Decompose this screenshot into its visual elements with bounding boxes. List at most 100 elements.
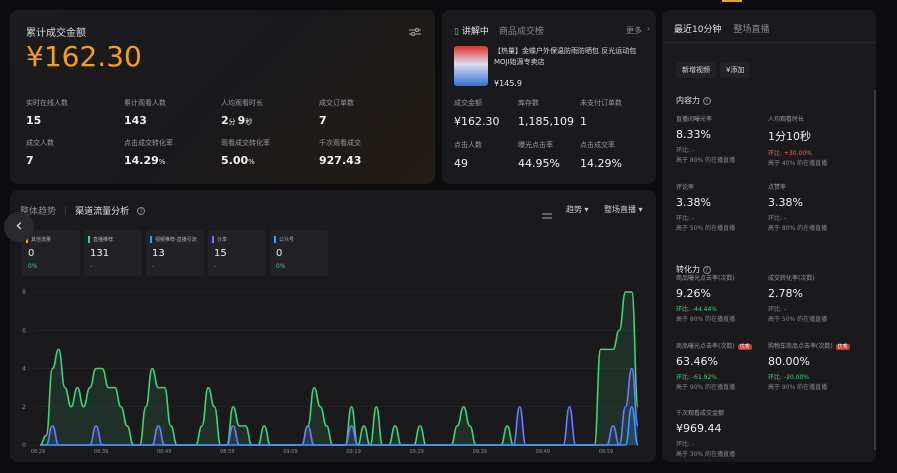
filter-icon[interactable] xyxy=(542,205,552,224)
metric-value: 3.38% xyxy=(676,196,711,209)
metric-value: 9.26% xyxy=(676,287,711,300)
metric-unit: 分 xyxy=(228,118,236,126)
metric-label: 成交转化率(次数) xyxy=(768,273,860,282)
metric-cell: 成交转化率(次数) 2.78% 环比: - 高于 50% 的在播直播 xyxy=(768,273,860,323)
metric-label: 累计观看人数 xyxy=(124,99,166,107)
tab-channel-analysis[interactable]: 渠道流量分析 xyxy=(75,207,130,217)
metric-label-text: 商品曝光点击率(次数) xyxy=(676,275,735,282)
metric-label-text: 评论率 xyxy=(676,184,695,191)
tab-overall-trend[interactable]: 整体趋势 xyxy=(20,207,57,217)
product-price: ¥145.9 xyxy=(494,79,522,88)
metric-label-text: 千次观看成交金额 xyxy=(676,410,725,417)
product-metric: 点击人数 49 xyxy=(454,140,482,170)
info-icon: ? xyxy=(702,266,711,274)
x-tick-label: 09:49 xyxy=(536,449,550,455)
summary-metric: 千次观看成交 927.43 xyxy=(319,138,361,167)
product-tag: 【热量】 xyxy=(494,47,522,55)
add-button[interactable]: ¥添加 xyxy=(720,62,751,78)
summary-metric: 实时在线人数 15 xyxy=(26,98,68,127)
more-chevron-icon: › xyxy=(646,24,650,33)
trend-dropdown[interactable]: 趋势 ▾ xyxy=(566,205,589,214)
metric-number: 927.43 xyxy=(319,154,362,167)
info-icon: ? xyxy=(702,97,711,105)
channel-name: 公众号 xyxy=(279,237,295,243)
series-1-area xyxy=(40,368,638,445)
metric-value: 1 xyxy=(580,115,587,128)
channel-value: 0 xyxy=(28,248,35,259)
summary-amount: ¥162.30 xyxy=(26,40,142,73)
metric-label: 成交金额 xyxy=(454,99,482,107)
metric-value: 63.46% xyxy=(676,355,718,368)
metric-label-text: 人均观看时长 xyxy=(768,116,805,123)
y-tick-label: 4 xyxy=(22,366,26,373)
metric-value: 5.00% xyxy=(221,154,270,167)
metric-label: 商品曝光点击率(次数) 优秀 xyxy=(676,341,768,350)
metric-label: 直播间曝光率 xyxy=(676,114,768,123)
metric-compare: 环比: -61.92% xyxy=(676,374,717,381)
summary-panel: 累计成交金额 ¥162.30 实时在线人数 15 累计观看人数 143 人均观看时长 2分… xyxy=(10,10,435,184)
metric-rank: 高于 80% 的在播直播 xyxy=(676,157,736,164)
tab-full-live[interactable]: 整场直播 xyxy=(733,25,770,35)
metric-label: 成交人数 xyxy=(26,139,54,147)
metric-number: 14.29 xyxy=(124,154,159,167)
metric-label-text: 直播间曝光率 xyxy=(676,116,713,123)
metric-cell: 直播间曝光率 8.33% 环比: - 高于 80% 的在播直播 xyxy=(676,114,768,164)
metric-label-text: 购物车商品点击率(次数) xyxy=(768,343,833,350)
product-metric: 点击成交率 14.29% xyxy=(580,140,622,170)
metric-value: 14.29% xyxy=(580,157,622,170)
x-tick-label: 08:59 xyxy=(220,449,234,455)
metric-compare: 环比: - xyxy=(768,215,787,222)
channel-card[interactable]: 分享 15 - xyxy=(208,230,266,276)
summary-metric: 点击成交转化率 14.29% xyxy=(124,138,173,167)
x-tick-label: 08:49 xyxy=(157,449,171,455)
channel-card[interactable]: 视频推荐-直播引流 13 - xyxy=(146,230,204,276)
metric-compare: 环比: -20.00% xyxy=(768,374,809,381)
y-tick-label: 2 xyxy=(22,404,26,411)
metric-label: 点击成交转化率 xyxy=(124,139,173,147)
metric-value: 2分 9秒 xyxy=(221,114,263,127)
series-1-line xyxy=(40,367,639,446)
metric-label: 库存数 xyxy=(518,99,539,107)
metric-unit: 秒 xyxy=(245,118,253,126)
metric-label: 曝光点击率 xyxy=(518,141,553,149)
channel-color-marker xyxy=(212,236,214,243)
metric-value: 3.38% xyxy=(768,196,803,209)
channel-card[interactable]: 公众号 0 0% xyxy=(270,230,328,276)
metric-value: 7 xyxy=(26,154,54,167)
channel-card[interactable]: 直播推荐 131 - xyxy=(84,230,142,276)
metric-number: 7 xyxy=(26,154,34,167)
section-content-title: 内容力 xyxy=(676,96,700,105)
section-conversion-title: 转化力 xyxy=(676,265,700,274)
metric-label: 成交订单数 xyxy=(319,99,354,107)
tab-last-10min[interactable]: 最近10分钟 xyxy=(674,25,722,35)
metric-label: 未支付订单数 xyxy=(580,99,622,107)
metric-rank: 高于 30% 的在播直播 xyxy=(676,451,736,458)
summary-metric: 成交人数 7 xyxy=(26,138,54,167)
metric-compare: 环比: - xyxy=(768,306,787,313)
settings-icon[interactable] xyxy=(409,22,421,36)
scope-dropdown[interactable]: 整场直播 ▾ xyxy=(604,205,643,214)
new-video-button[interactable]: 新增视频 xyxy=(676,62,716,78)
x-tick-label: 08:39 xyxy=(94,449,108,455)
metric-label: 人均观看时长 xyxy=(221,99,263,107)
excellent-badge: 优秀 xyxy=(835,344,850,350)
series-2-line xyxy=(40,405,639,446)
metric-unit: % xyxy=(158,158,166,166)
channel-name: 直播推荐 xyxy=(93,237,114,243)
series-2-area xyxy=(40,406,638,445)
top-tab-indicator xyxy=(722,0,742,2)
tab-product-rank[interactable]: 商品成交榜 xyxy=(498,27,544,37)
product-metric: 成交金额 ¥162.30 xyxy=(454,98,500,128)
back-button[interactable]: ‹ xyxy=(4,212,34,242)
scrollbar[interactable] xyxy=(874,90,876,450)
metric-compare: 环比: - xyxy=(676,215,695,222)
more-link[interactable]: 更多 xyxy=(626,26,642,35)
metric-value: 1分10秒 xyxy=(768,130,811,143)
product-name[interactable]: 金蝶户外保温防雨防晒包 反光运动包 xyxy=(522,47,637,55)
metric-rank: 高于 90% 的在播直播 xyxy=(768,384,828,391)
metric-label: 评论率 xyxy=(676,182,768,191)
metric-value: 49 xyxy=(454,157,468,170)
metric-value: 927.43 xyxy=(319,154,361,167)
channel-card[interactable]: 其他流量 0 0% xyxy=(22,230,80,276)
tab-explaining[interactable]: ▯ 讲解中 xyxy=(454,27,489,37)
